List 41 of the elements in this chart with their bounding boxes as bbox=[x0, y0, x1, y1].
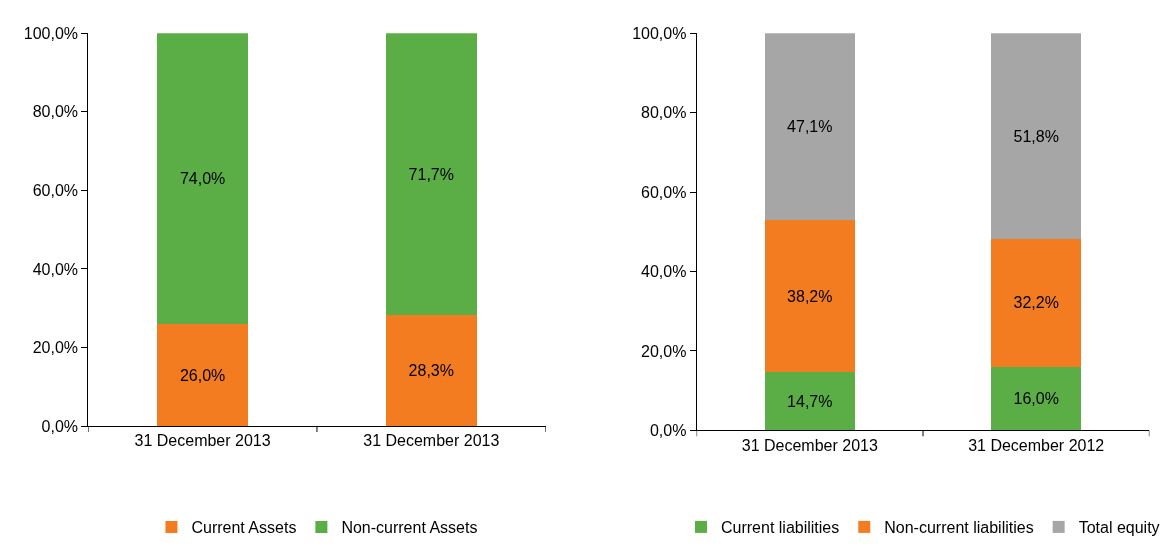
bar bbox=[385, 314, 478, 427]
data-label: 16,0% bbox=[1013, 390, 1059, 408]
y-tick-label: 60,0% bbox=[641, 183, 687, 201]
legend-label: Current Assets bbox=[191, 519, 297, 537]
data-label: 51,8% bbox=[1013, 127, 1059, 145]
bar bbox=[764, 33, 856, 221]
data-label: 71,7% bbox=[408, 165, 454, 183]
bar bbox=[990, 238, 1082, 367]
bar bbox=[764, 371, 856, 431]
y-tick-label: 100,0% bbox=[23, 24, 79, 42]
data-label: 28,3% bbox=[408, 361, 454, 379]
data-label: 74,0% bbox=[179, 170, 226, 188]
data-label: 38,2% bbox=[787, 287, 833, 305]
y-tick-label: 100,0% bbox=[632, 24, 687, 42]
y-tick-label: 80,0% bbox=[32, 103, 79, 121]
x-tick-label: 31 December 2013 bbox=[741, 436, 878, 454]
data-label: 47,1% bbox=[787, 118, 833, 136]
y-tick-label: 0,0% bbox=[41, 417, 79, 435]
y-tick-label: 0,0% bbox=[649, 421, 687, 439]
y-tick-label: 60,0% bbox=[32, 181, 79, 199]
bar bbox=[990, 366, 1082, 431]
y-tick-label: 20,0% bbox=[32, 339, 79, 357]
bar bbox=[764, 220, 856, 372]
bar bbox=[156, 323, 249, 427]
x-tick-label: 31 December 2013 bbox=[363, 432, 500, 450]
data-label: 26,0% bbox=[179, 366, 226, 384]
legend-label: Non-current liabilities bbox=[884, 519, 1034, 537]
legend-label: Total equity bbox=[1078, 519, 1160, 537]
y-tick-label: 80,0% bbox=[641, 104, 687, 122]
bar bbox=[156, 33, 249, 324]
bar bbox=[385, 33, 478, 315]
y-tick-label: 20,0% bbox=[641, 342, 687, 360]
bar bbox=[990, 33, 1082, 239]
x-tick-label: 31 December 2013 bbox=[134, 432, 271, 450]
data-label: 32,2% bbox=[1013, 294, 1059, 312]
legend-label: Non-current Assets bbox=[341, 519, 478, 537]
y-tick-label: 40,0% bbox=[32, 260, 79, 278]
data-label: 14,7% bbox=[787, 392, 833, 410]
x-tick-label: 31 December 2012 bbox=[968, 436, 1105, 454]
legend-label: Current liabilities bbox=[720, 519, 840, 537]
y-tick-label: 40,0% bbox=[641, 263, 687, 281]
